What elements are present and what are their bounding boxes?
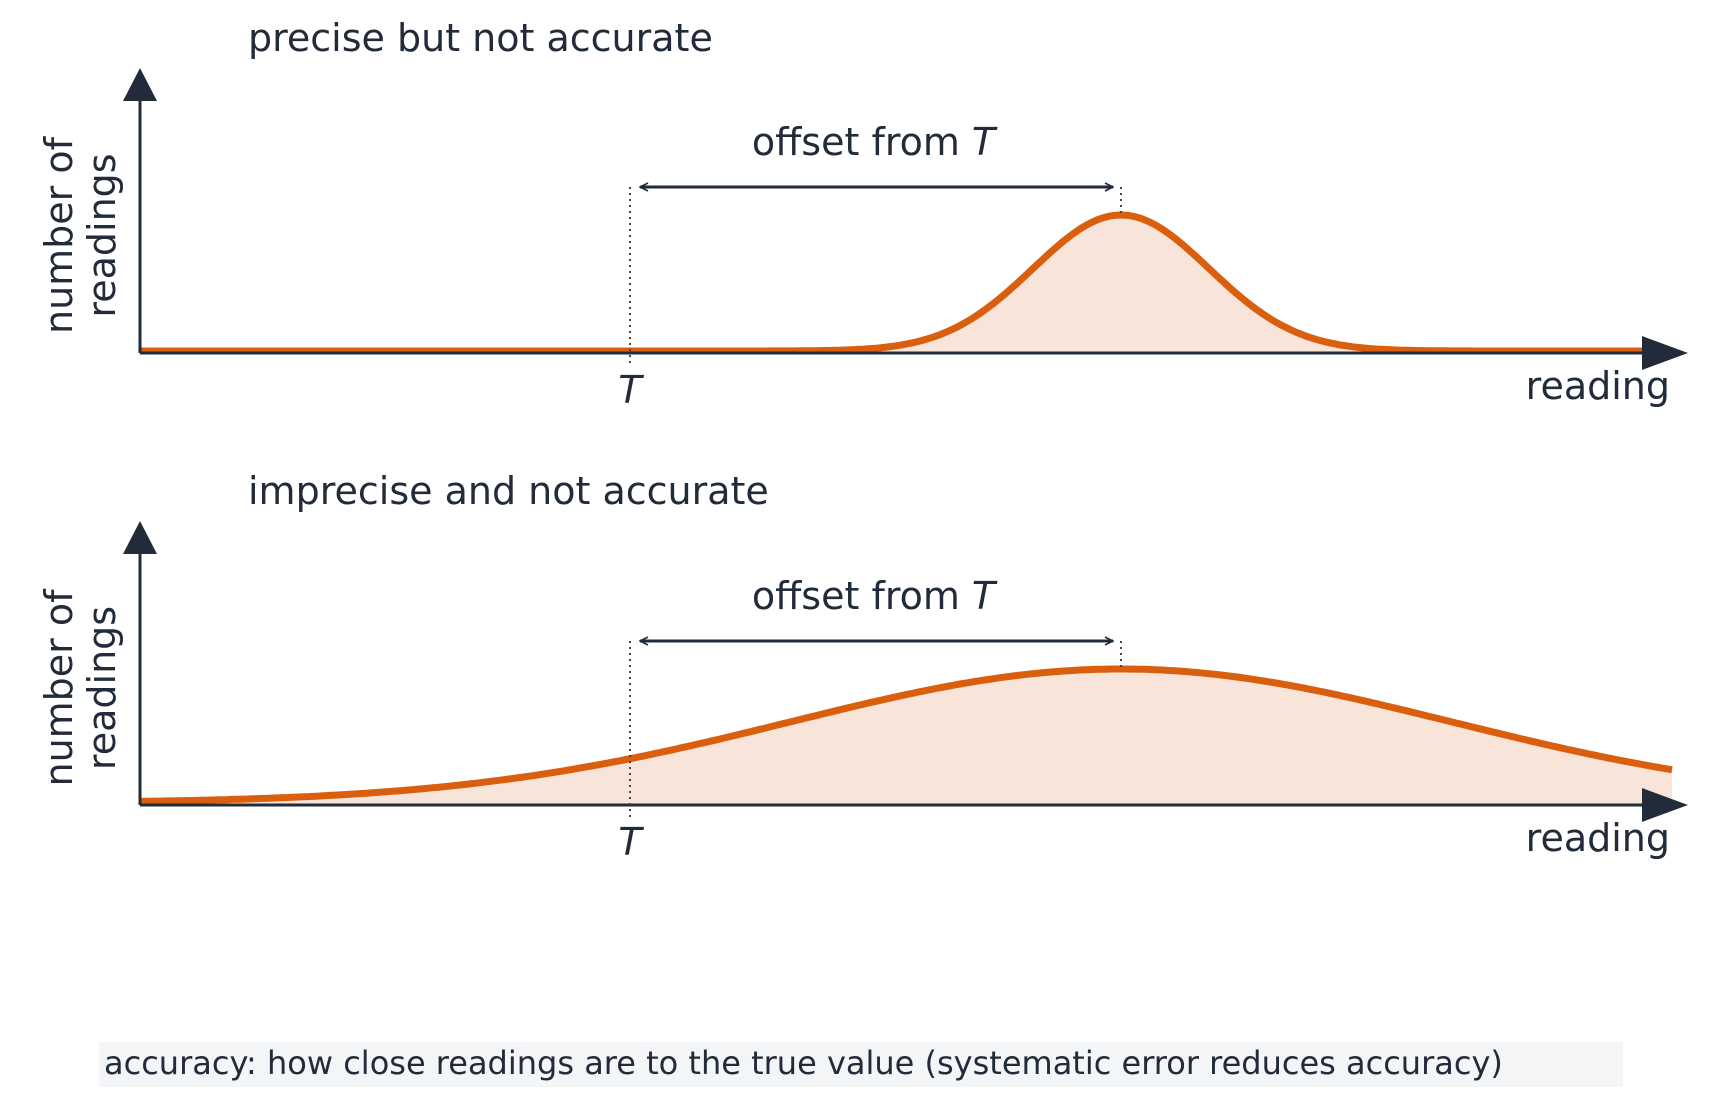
caption: accuracy: how close readings are to the …	[104, 1044, 1503, 1082]
x-axis-label: reading	[1526, 364, 1670, 408]
y-axis-label-line: readings	[80, 153, 124, 317]
offset-label-text: offset from	[752, 574, 960, 618]
offset-label: offset from T	[752, 574, 998, 618]
panel-title: precise but not accurate	[248, 16, 713, 60]
offset-label: offset from T	[752, 120, 998, 164]
y-arrow	[123, 521, 157, 554]
curve	[140, 211, 1672, 355]
y-axis-label: number ofreadings	[37, 588, 124, 787]
y-arrow	[123, 68, 157, 101]
true-value-label: T	[618, 820, 644, 864]
x-arrow	[1642, 788, 1688, 822]
panel-title: imprecise and not accurate	[248, 469, 769, 513]
offset-label-symbol: T	[972, 120, 998, 164]
offset-label-text: offset from	[752, 120, 960, 164]
curve	[139, 665, 1673, 805]
curve-fill	[140, 669, 1672, 805]
x-axis-label: reading	[1526, 816, 1670, 860]
curve-fill	[140, 215, 1672, 353]
x-arrow	[1642, 336, 1688, 370]
true-value-label: T	[618, 368, 644, 412]
offset-label-symbol: T	[972, 574, 998, 618]
caption-box	[99, 1042, 1623, 1087]
y-axis-label: number ofreadings	[37, 135, 124, 334]
y-axis-label-line: number of	[37, 588, 81, 787]
y-axis-label-line: readings	[80, 606, 124, 770]
y-axis-label-line: number of	[37, 135, 81, 334]
